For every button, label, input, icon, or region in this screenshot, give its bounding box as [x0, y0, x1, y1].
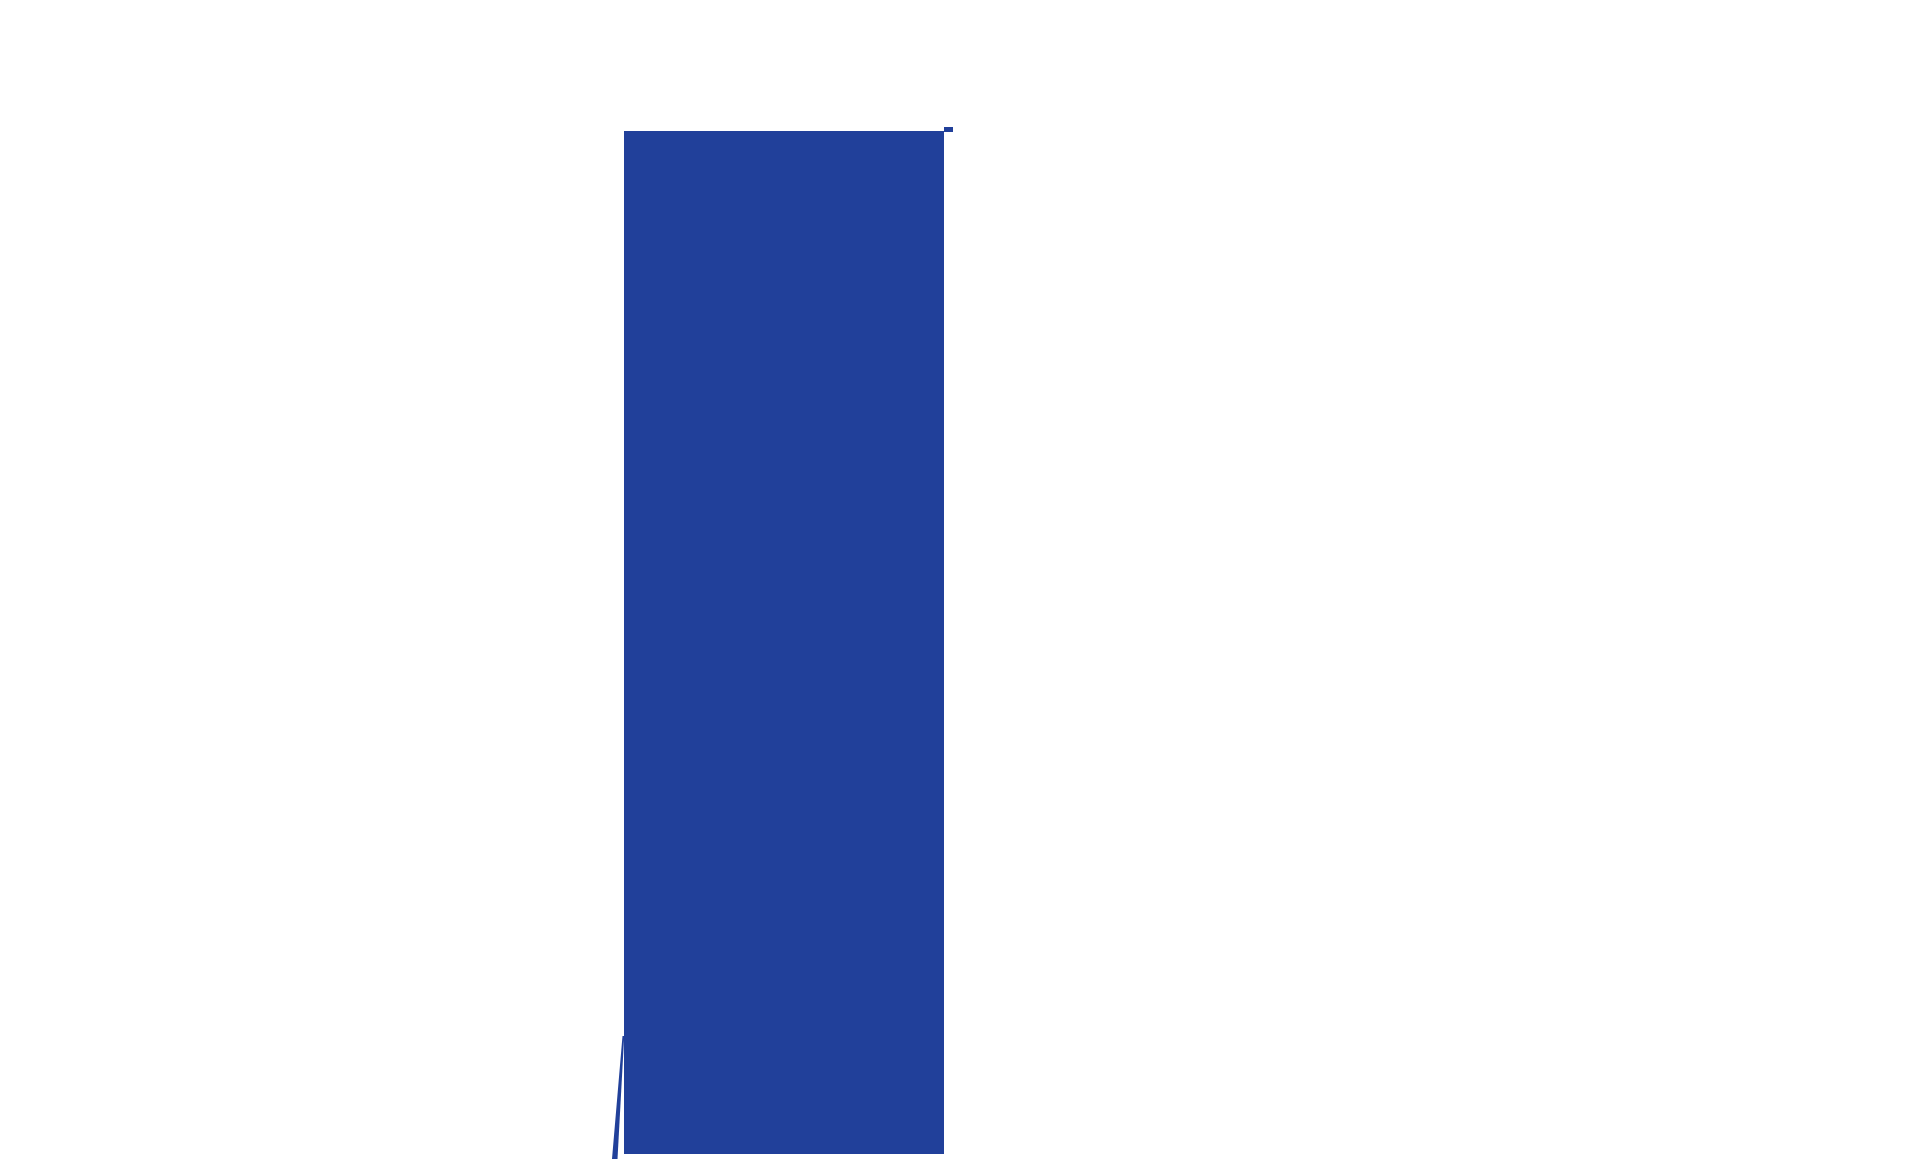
blue-vertical-bar: [624, 131, 944, 1154]
bottom-left-hairline-sliver: [612, 1036, 625, 1159]
top-right-tab-notch: [944, 127, 953, 132]
